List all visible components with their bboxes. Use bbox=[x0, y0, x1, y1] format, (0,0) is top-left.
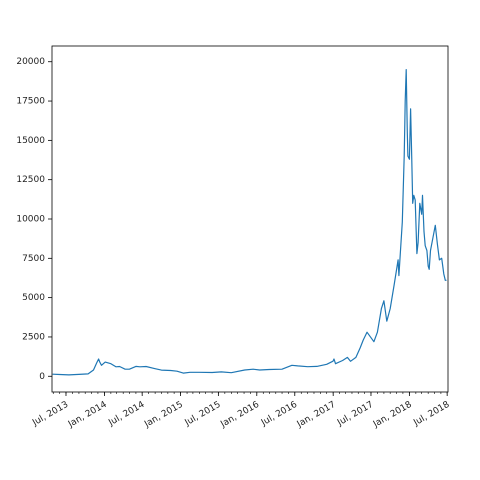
y-tick-label: 7500 bbox=[22, 254, 45, 264]
y-tick-label: 12500 bbox=[16, 175, 45, 185]
x-tick-label: Jan, 2018 bbox=[371, 400, 414, 431]
x-tick-label: Jul, 2018 bbox=[411, 400, 451, 429]
y-tick-label: 0 bbox=[39, 372, 45, 382]
y-tick-label: 2500 bbox=[22, 332, 45, 342]
x-tick-label: Jan, 2015 bbox=[142, 400, 185, 430]
y-tick-label: 17500 bbox=[16, 97, 45, 107]
x-tick-label: Jul, 2015 bbox=[183, 400, 223, 429]
x-tick-label: Jan, 2014 bbox=[66, 400, 109, 431]
plot-frame bbox=[51, 45, 449, 393]
x-tick-label: Jul, 2017 bbox=[335, 400, 375, 429]
x-tick-label: Jul, 2016 bbox=[259, 400, 299, 429]
y-tick-label: 10000 bbox=[16, 215, 45, 225]
y-tick-label: 20000 bbox=[16, 57, 45, 67]
x-tick-label: Jan, 2017 bbox=[295, 400, 338, 430]
series-line bbox=[52, 68, 447, 376]
y-tick-label: 15000 bbox=[16, 136, 45, 146]
y-tick-label: 5000 bbox=[22, 293, 45, 303]
x-tick-label: Jul, 2013 bbox=[30, 400, 70, 429]
x-tick-label: Jul, 2014 bbox=[106, 400, 146, 429]
x-tick-label: Jan, 2016 bbox=[218, 400, 261, 431]
